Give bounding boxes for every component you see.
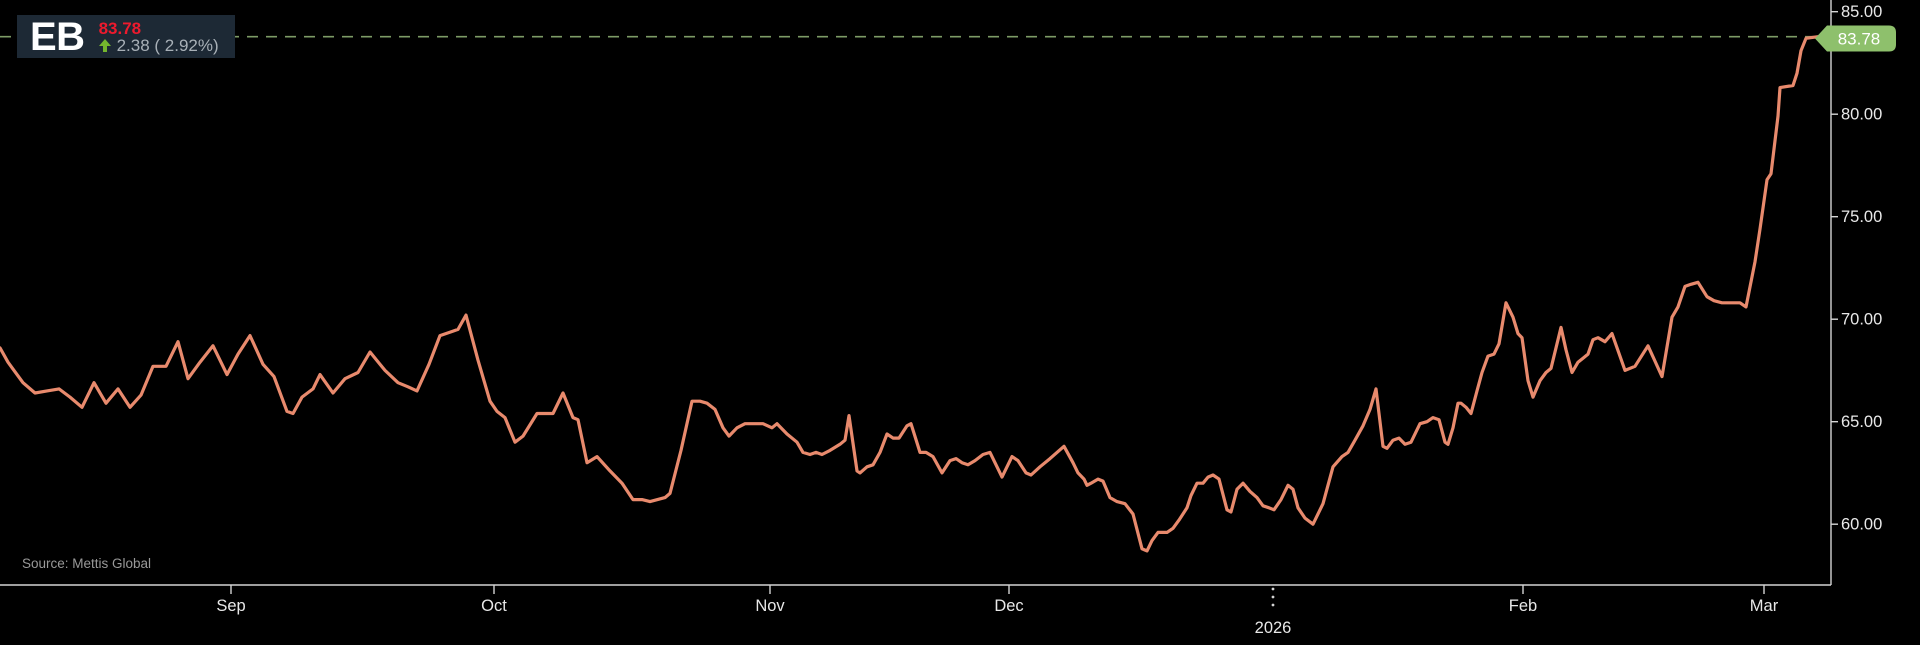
x-tick-year-label: 2026 [1255, 619, 1292, 637]
y-tick-label: 60.00 [1841, 516, 1882, 534]
quote-values: 83.78 2.38 ( 2.92%) [98, 18, 219, 55]
x-tick-label: Nov [755, 597, 785, 615]
x-tick-label: Mar [1750, 597, 1779, 615]
last-price: 83.78 [98, 18, 142, 38]
last-price-tag [1815, 25, 1896, 52]
year-tick-dot [1271, 603, 1275, 607]
ticker-badge: EB 83.78 2.38 ( 2.92%) [17, 15, 235, 58]
x-tick-label: Dec [994, 597, 1023, 615]
x-tick-label: Sep [216, 597, 245, 615]
source-note: Source: Mettis Global [22, 556, 152, 571]
ticker-symbol: EB [30, 14, 85, 59]
y-tick-label: 80.00 [1841, 106, 1882, 124]
x-tick-label: Feb [1509, 597, 1537, 615]
y-tick-label: 65.00 [1841, 413, 1882, 431]
year-tick-dot [1271, 587, 1275, 591]
x-tick-label: Oct [481, 597, 507, 615]
last-price-tag-label: 83.78 [1838, 30, 1881, 49]
y-tick-label: 70.00 [1841, 311, 1882, 329]
price-change-row: 2.38 ( 2.92%) [98, 35, 219, 55]
price-change-text: 2.38 ( 2.92%) [116, 35, 219, 55]
y-tick-label: 85.00 [1841, 3, 1882, 21]
up-arrow-icon [98, 39, 111, 52]
price-line-series [0, 35, 1820, 553]
year-tick-dot [1271, 595, 1275, 599]
y-tick-label: 75.00 [1841, 208, 1882, 226]
